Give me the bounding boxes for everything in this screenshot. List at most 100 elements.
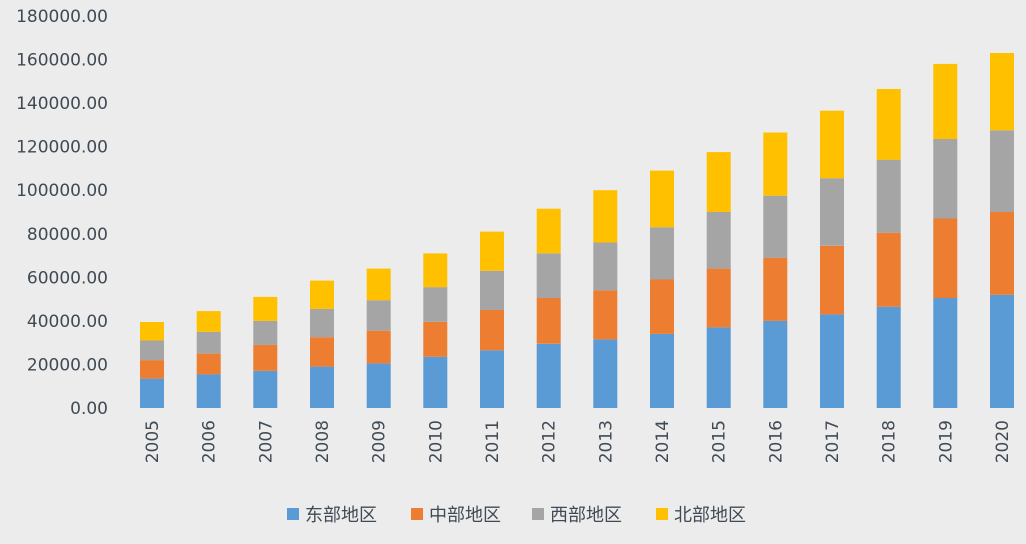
x-tick-label: 2017 — [823, 420, 843, 463]
bar-segment-3-2017 — [820, 178, 844, 246]
bar-segment-4-2020 — [990, 53, 1014, 131]
y-axis: 0.00 20000.00 40000.00 60000.00 80000.00 1000… — [16, 7, 108, 419]
x-tick-label: 2015 — [710, 420, 730, 463]
x-tick-label: 2006 — [200, 420, 220, 463]
bar-segment-2-2016 — [763, 257, 788, 321]
y-tick-label: 0.00 — [70, 399, 108, 419]
legend-swatch-3 — [532, 508, 544, 520]
bar-segment-2-2020 — [990, 212, 1014, 295]
bar-segment-4-2007 — [253, 296, 278, 321]
bar-segment-2-2018 — [876, 232, 901, 307]
x-tick-label: 2018 — [880, 420, 900, 463]
bar-segment-4-2008 — [310, 280, 334, 309]
bar-segment-1-2006 — [196, 374, 221, 408]
bar-segment-4-2013 — [593, 190, 618, 243]
bar-segment-3-2013 — [593, 242, 618, 291]
bar-segment-3-2011 — [480, 270, 504, 310]
x-tick-label: 2016 — [766, 420, 786, 463]
x-tick-label: 2009 — [370, 420, 390, 463]
bar-segment-1-2014 — [650, 334, 674, 408]
legend-swatch-1 — [287, 508, 299, 520]
bar-segment-2-2014 — [650, 279, 674, 334]
x-tick-label: 2008 — [313, 420, 333, 463]
bar-segment-1-2017 — [820, 314, 844, 408]
y-tick-label: 40000.00 — [27, 312, 108, 332]
legend-label-3: 西部地区 — [550, 505, 622, 526]
x-tick-label: 2012 — [540, 420, 560, 463]
y-tick-label: 100000.00 — [16, 181, 108, 201]
bar-segment-1-2005 — [140, 378, 164, 408]
bar-segment-1-2012 — [536, 343, 561, 408]
y-tick-label: 140000.00 — [16, 94, 108, 114]
bar-segment-3-2016 — [763, 195, 788, 258]
bar-segment-2-2013 — [593, 290, 618, 340]
x-tick-label: 2013 — [596, 420, 616, 463]
bar-segment-4-2005 — [140, 322, 164, 341]
bar-segment-2-2009 — [366, 330, 391, 364]
bar-segment-1-2015 — [706, 327, 731, 408]
bar-segment-1-2019 — [933, 298, 958, 408]
bar-segment-1-2013 — [593, 339, 618, 408]
legend-label-1: 东部地区 — [305, 505, 377, 526]
bar-segment-2-2012 — [536, 298, 561, 344]
bar-segment-2-2015 — [706, 268, 731, 328]
bar-segment-1-2008 — [310, 366, 334, 408]
bar-segment-2-2008 — [310, 337, 334, 367]
x-tick-label: 2007 — [256, 420, 276, 463]
bar-segment-3-2005 — [140, 340, 164, 361]
bar-segment-4-2006 — [196, 311, 221, 332]
legend-swatch-4 — [656, 508, 668, 520]
bar-segment-4-2016 — [763, 132, 788, 196]
bar-segment-2-2005 — [140, 360, 164, 379]
x-tick-label: 2005 — [143, 420, 163, 463]
bar-segment-1-2010 — [423, 356, 448, 408]
bar-segment-2-2011 — [480, 310, 504, 351]
x-tick-label: 2011 — [483, 420, 503, 463]
bar-segment-2-2017 — [820, 245, 844, 315]
bar-segment-4-2017 — [820, 110, 844, 179]
bar-segment-3-2019 — [933, 139, 958, 219]
bar-segment-3-2015 — [706, 212, 731, 269]
y-tick-label: 180000.00 — [16, 7, 108, 27]
bar-segment-3-2012 — [536, 253, 561, 298]
legend: 东部地区 中部地区 西部地区 北部地区 — [287, 505, 746, 526]
y-tick-label: 160000.00 — [16, 51, 108, 71]
legend-label-2: 中部地区 — [429, 505, 501, 526]
bar-segment-3-2020 — [990, 130, 1014, 212]
x-axis: 2005 2006 2007 2008 2009 2010 2011 2012 2013 2014… — [143, 420, 1013, 463]
bar-segment-3-2018 — [876, 159, 901, 233]
bar-segment-3-2006 — [196, 331, 221, 354]
bar-segment-1-2016 — [763, 320, 788, 408]
x-tick-label: 2020 — [993, 420, 1013, 463]
bar-segment-4-2019 — [933, 63, 958, 139]
y-tick-label: 80000.00 — [27, 225, 108, 245]
bar-segment-2-2010 — [423, 322, 448, 357]
bar-segment-4-2018 — [876, 89, 901, 160]
legend-label-4: 北部地区 — [674, 505, 746, 526]
bar-segment-4-2015 — [706, 152, 731, 212]
bar-segment-4-2009 — [366, 268, 391, 301]
bar-segment-3-2014 — [650, 227, 674, 280]
bar-segment-2-2007 — [253, 344, 278, 371]
y-tick-label: 60000.00 — [27, 268, 108, 288]
bars — [140, 53, 1014, 408]
bar-segment-4-2012 — [536, 208, 561, 254]
y-tick-label: 20000.00 — [27, 355, 108, 375]
bar-segment-1-2011 — [480, 350, 504, 408]
bar-segment-4-2011 — [480, 231, 504, 271]
bar-segment-3-2008 — [310, 308, 334, 338]
bar-segment-4-2010 — [423, 253, 448, 288]
bar-segment-2-2006 — [196, 353, 221, 375]
bar-segment-3-2010 — [423, 287, 448, 322]
bar-segment-2-2019 — [933, 218, 958, 298]
bar-segment-1-2007 — [253, 371, 278, 408]
bar-segment-3-2007 — [253, 320, 278, 345]
bar-segment-3-2009 — [366, 300, 391, 331]
x-tick-label: 2019 — [936, 420, 956, 463]
bar-segment-4-2014 — [650, 170, 674, 228]
y-tick-label: 120000.00 — [16, 138, 108, 158]
x-tick-label: 2010 — [426, 420, 446, 463]
bar-segment-1-2018 — [876, 306, 901, 408]
